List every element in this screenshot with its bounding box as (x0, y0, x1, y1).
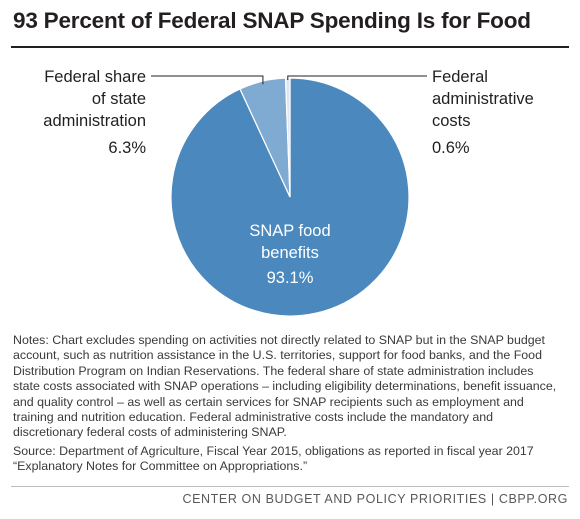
footer-rule (11, 486, 569, 487)
pie-chart: SNAP food benefits 93.1% Federal share of st… (43, 68, 534, 317)
chart-title: 93 Percent of Federal SNAP Spending Is f… (13, 8, 531, 33)
label-federal-administrative: costs (432, 112, 471, 130)
value-federal-administrative: 0.6% (432, 139, 470, 157)
source-text: Source: Department of Agriculture, Fisca… (13, 443, 534, 474)
label-federal-administrative: administrative (432, 90, 534, 108)
label-federal-administrative: Federal (432, 68, 488, 86)
label-food-benefits: SNAP food (249, 222, 330, 240)
footer-credit: CENTER ON BUDGET AND POLICY PRIORITIES |… (182, 492, 568, 506)
label-state-administration: Federal share (44, 68, 146, 86)
value-state-administration: 6.3% (108, 139, 146, 157)
label-food-benefits: benefits (261, 244, 319, 262)
value-food-benefits: 93.1% (267, 269, 314, 287)
notes-block: Notes: Chart excludes spending on activi… (13, 333, 561, 478)
label-state-administration: of state (92, 90, 146, 108)
leader-line-federal (287, 75, 427, 81)
leader-line-state (151, 75, 264, 85)
notes-text: Notes: Chart excludes spending on activi… (13, 333, 557, 440)
title-rule (11, 46, 569, 48)
label-state-administration: administration (43, 112, 146, 130)
